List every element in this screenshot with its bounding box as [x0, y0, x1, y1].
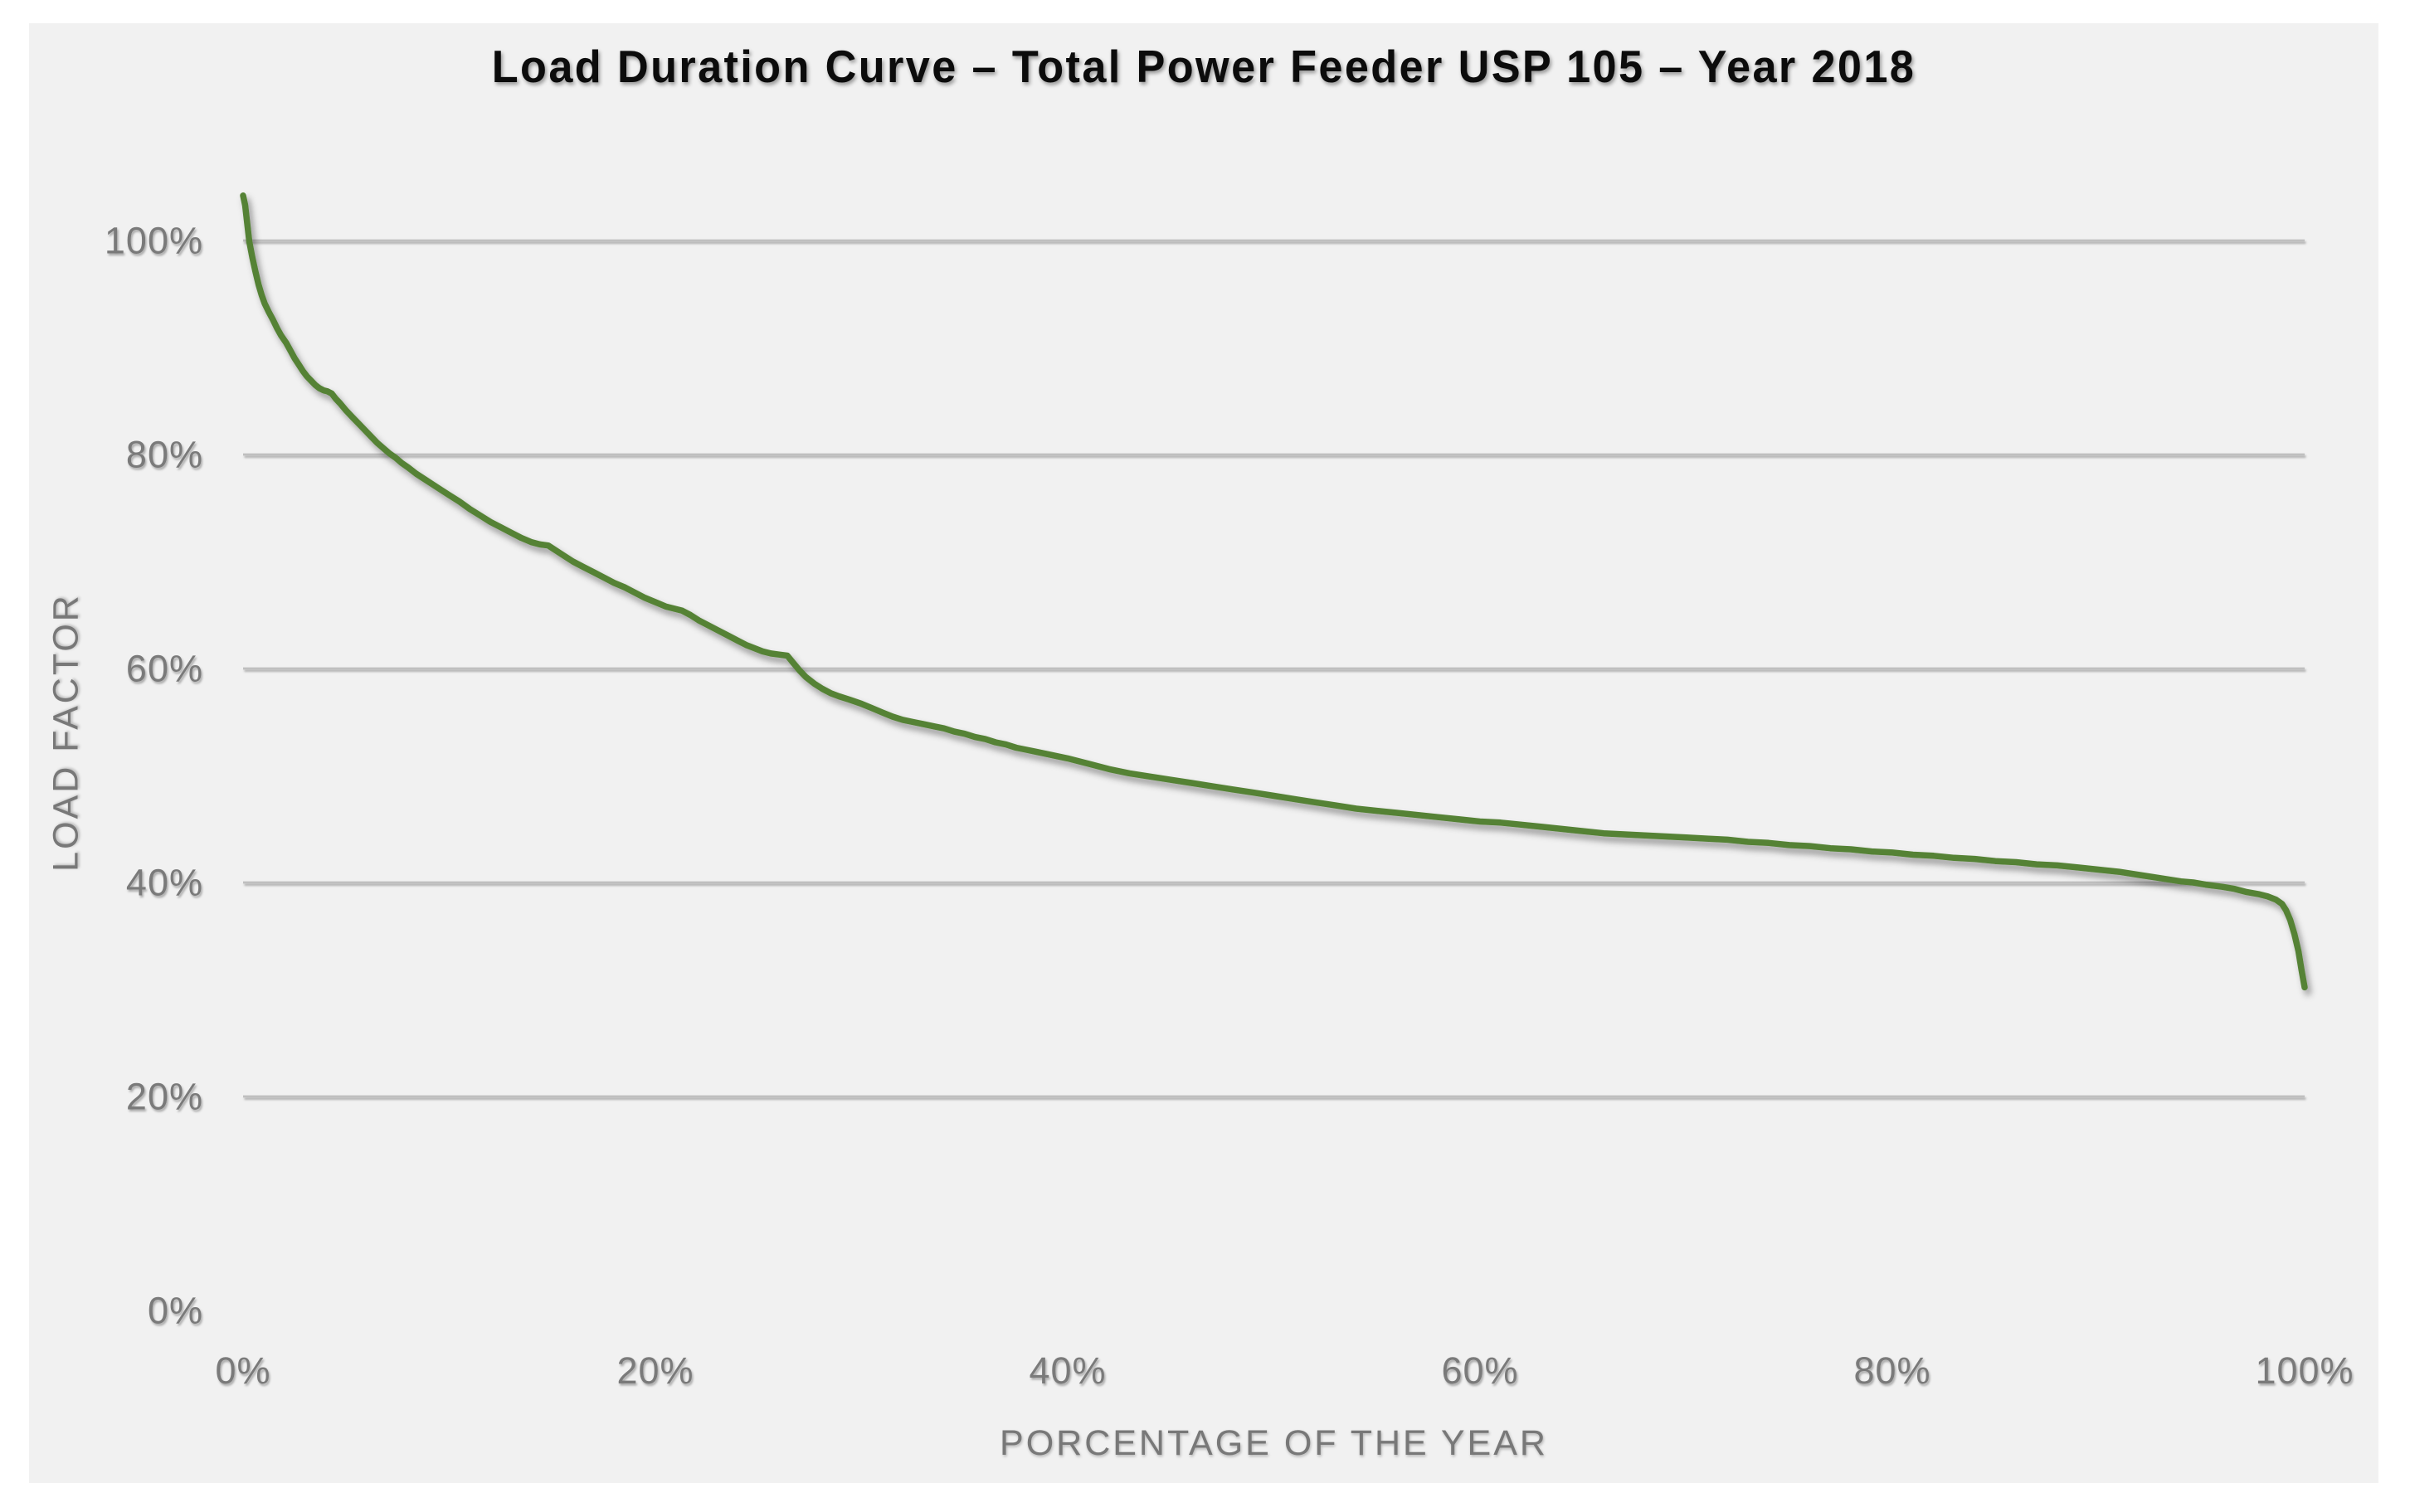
x-tick-label: 40% — [1029, 1349, 1106, 1392]
x-tick-label: 100% — [2255, 1349, 2354, 1392]
x-axis-title: PORCENTAGE OF THE YEAR — [1000, 1423, 1548, 1463]
x-tick-label: 20% — [616, 1349, 694, 1392]
x-tick-label: 0% — [215, 1349, 270, 1392]
gridlines — [243, 239, 2305, 1098]
y-tick-labels: 0% 20% 40% 60% 80% 100% — [105, 220, 203, 1332]
y-axis-title: LOAD FACTOR — [46, 593, 86, 872]
y-tick-label: 60% — [126, 648, 203, 690]
y-tick-label: 100% — [105, 220, 203, 262]
load-duration-series-line — [240, 192, 2308, 991]
y-tick-label: 0% — [148, 1290, 203, 1332]
chart-title: Load Duration Curve – Total Power Feeder… — [491, 41, 1916, 92]
series-group — [240, 192, 2308, 991]
y-tick-label: 40% — [126, 862, 203, 904]
x-tick-label: 80% — [1853, 1349, 1930, 1392]
x-tick-label: 60% — [1441, 1349, 1518, 1392]
y-tick-label: 80% — [126, 434, 203, 476]
chart-canvas — [29, 23, 2378, 1483]
y-tick-label: 20% — [126, 1076, 203, 1118]
x-tick-labels: 0% 20% 40% 60% 80% 100% — [215, 1349, 2354, 1392]
